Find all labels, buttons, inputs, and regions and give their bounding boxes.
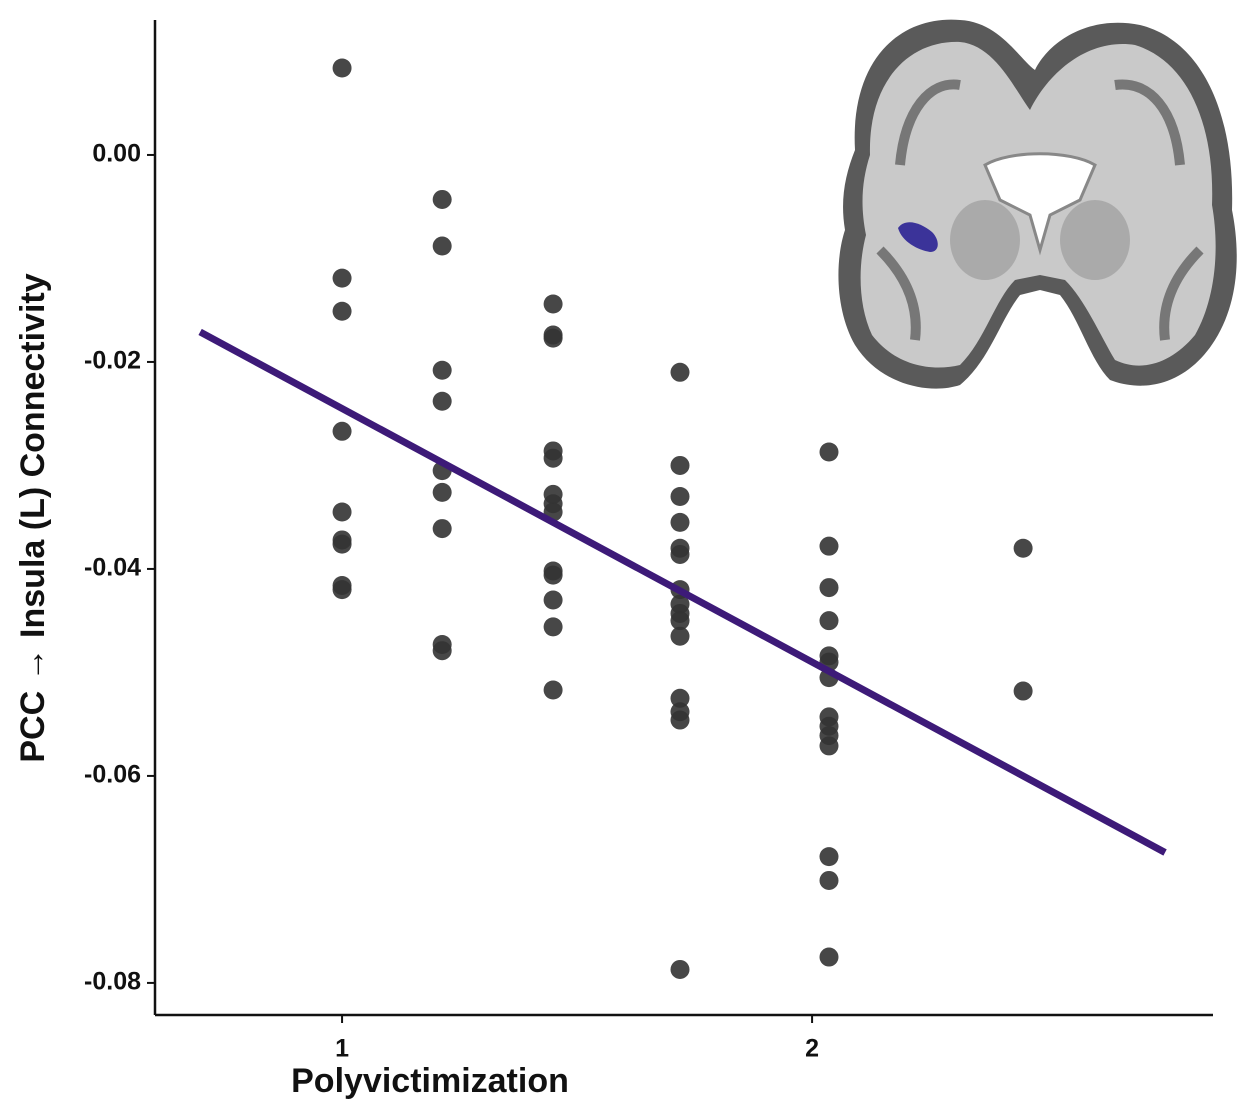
point — [333, 580, 352, 599]
x-tick-label: 2 — [805, 1035, 819, 1063]
point — [819, 736, 838, 755]
point — [671, 545, 690, 564]
point — [819, 611, 838, 630]
y-tick-label: -0.04 — [84, 554, 141, 582]
point — [671, 363, 690, 382]
point — [671, 513, 690, 532]
point — [671, 960, 690, 979]
point — [1014, 682, 1033, 701]
point — [544, 294, 563, 313]
brain-inset — [838, 20, 1236, 389]
point — [433, 483, 452, 502]
point — [544, 566, 563, 585]
point — [333, 535, 352, 554]
x-axis-title: Polyvictimization — [291, 1062, 569, 1100]
point — [819, 537, 838, 556]
point — [671, 627, 690, 646]
point — [544, 590, 563, 609]
y-axis-title: PCC → Insula (L) Connectivity — [14, 273, 52, 762]
point — [333, 59, 352, 78]
point — [671, 487, 690, 506]
y-tick-label: -0.06 — [84, 761, 141, 789]
point — [671, 711, 690, 730]
point — [544, 449, 563, 468]
point — [433, 361, 452, 380]
point — [819, 578, 838, 597]
point — [333, 422, 352, 441]
point — [433, 641, 452, 660]
point — [333, 503, 352, 522]
point — [1014, 539, 1033, 558]
chart: Polyvictimization PCC → Insula (L) Conne… — [0, 0, 1239, 1107]
point — [544, 617, 563, 636]
page: {"chart_data": {"type": "scatter", "x_la… — [0, 0, 1239, 1107]
point — [544, 329, 563, 348]
basal-ganglia — [950, 200, 1020, 280]
y-tick-label: -0.02 — [84, 347, 141, 375]
point — [333, 302, 352, 321]
point — [433, 190, 452, 209]
y-tick-label: -0.08 — [84, 968, 141, 996]
point — [671, 456, 690, 475]
basal-ganglia — [1060, 200, 1130, 280]
point — [819, 847, 838, 866]
point — [819, 442, 838, 461]
point — [819, 871, 838, 890]
point — [433, 237, 452, 256]
point — [433, 519, 452, 538]
x-tick-label: 1 — [335, 1035, 349, 1063]
point — [333, 269, 352, 288]
point — [433, 392, 452, 411]
point — [544, 681, 563, 700]
y-tick-label: 0.00 — [92, 140, 141, 168]
point — [819, 948, 838, 967]
